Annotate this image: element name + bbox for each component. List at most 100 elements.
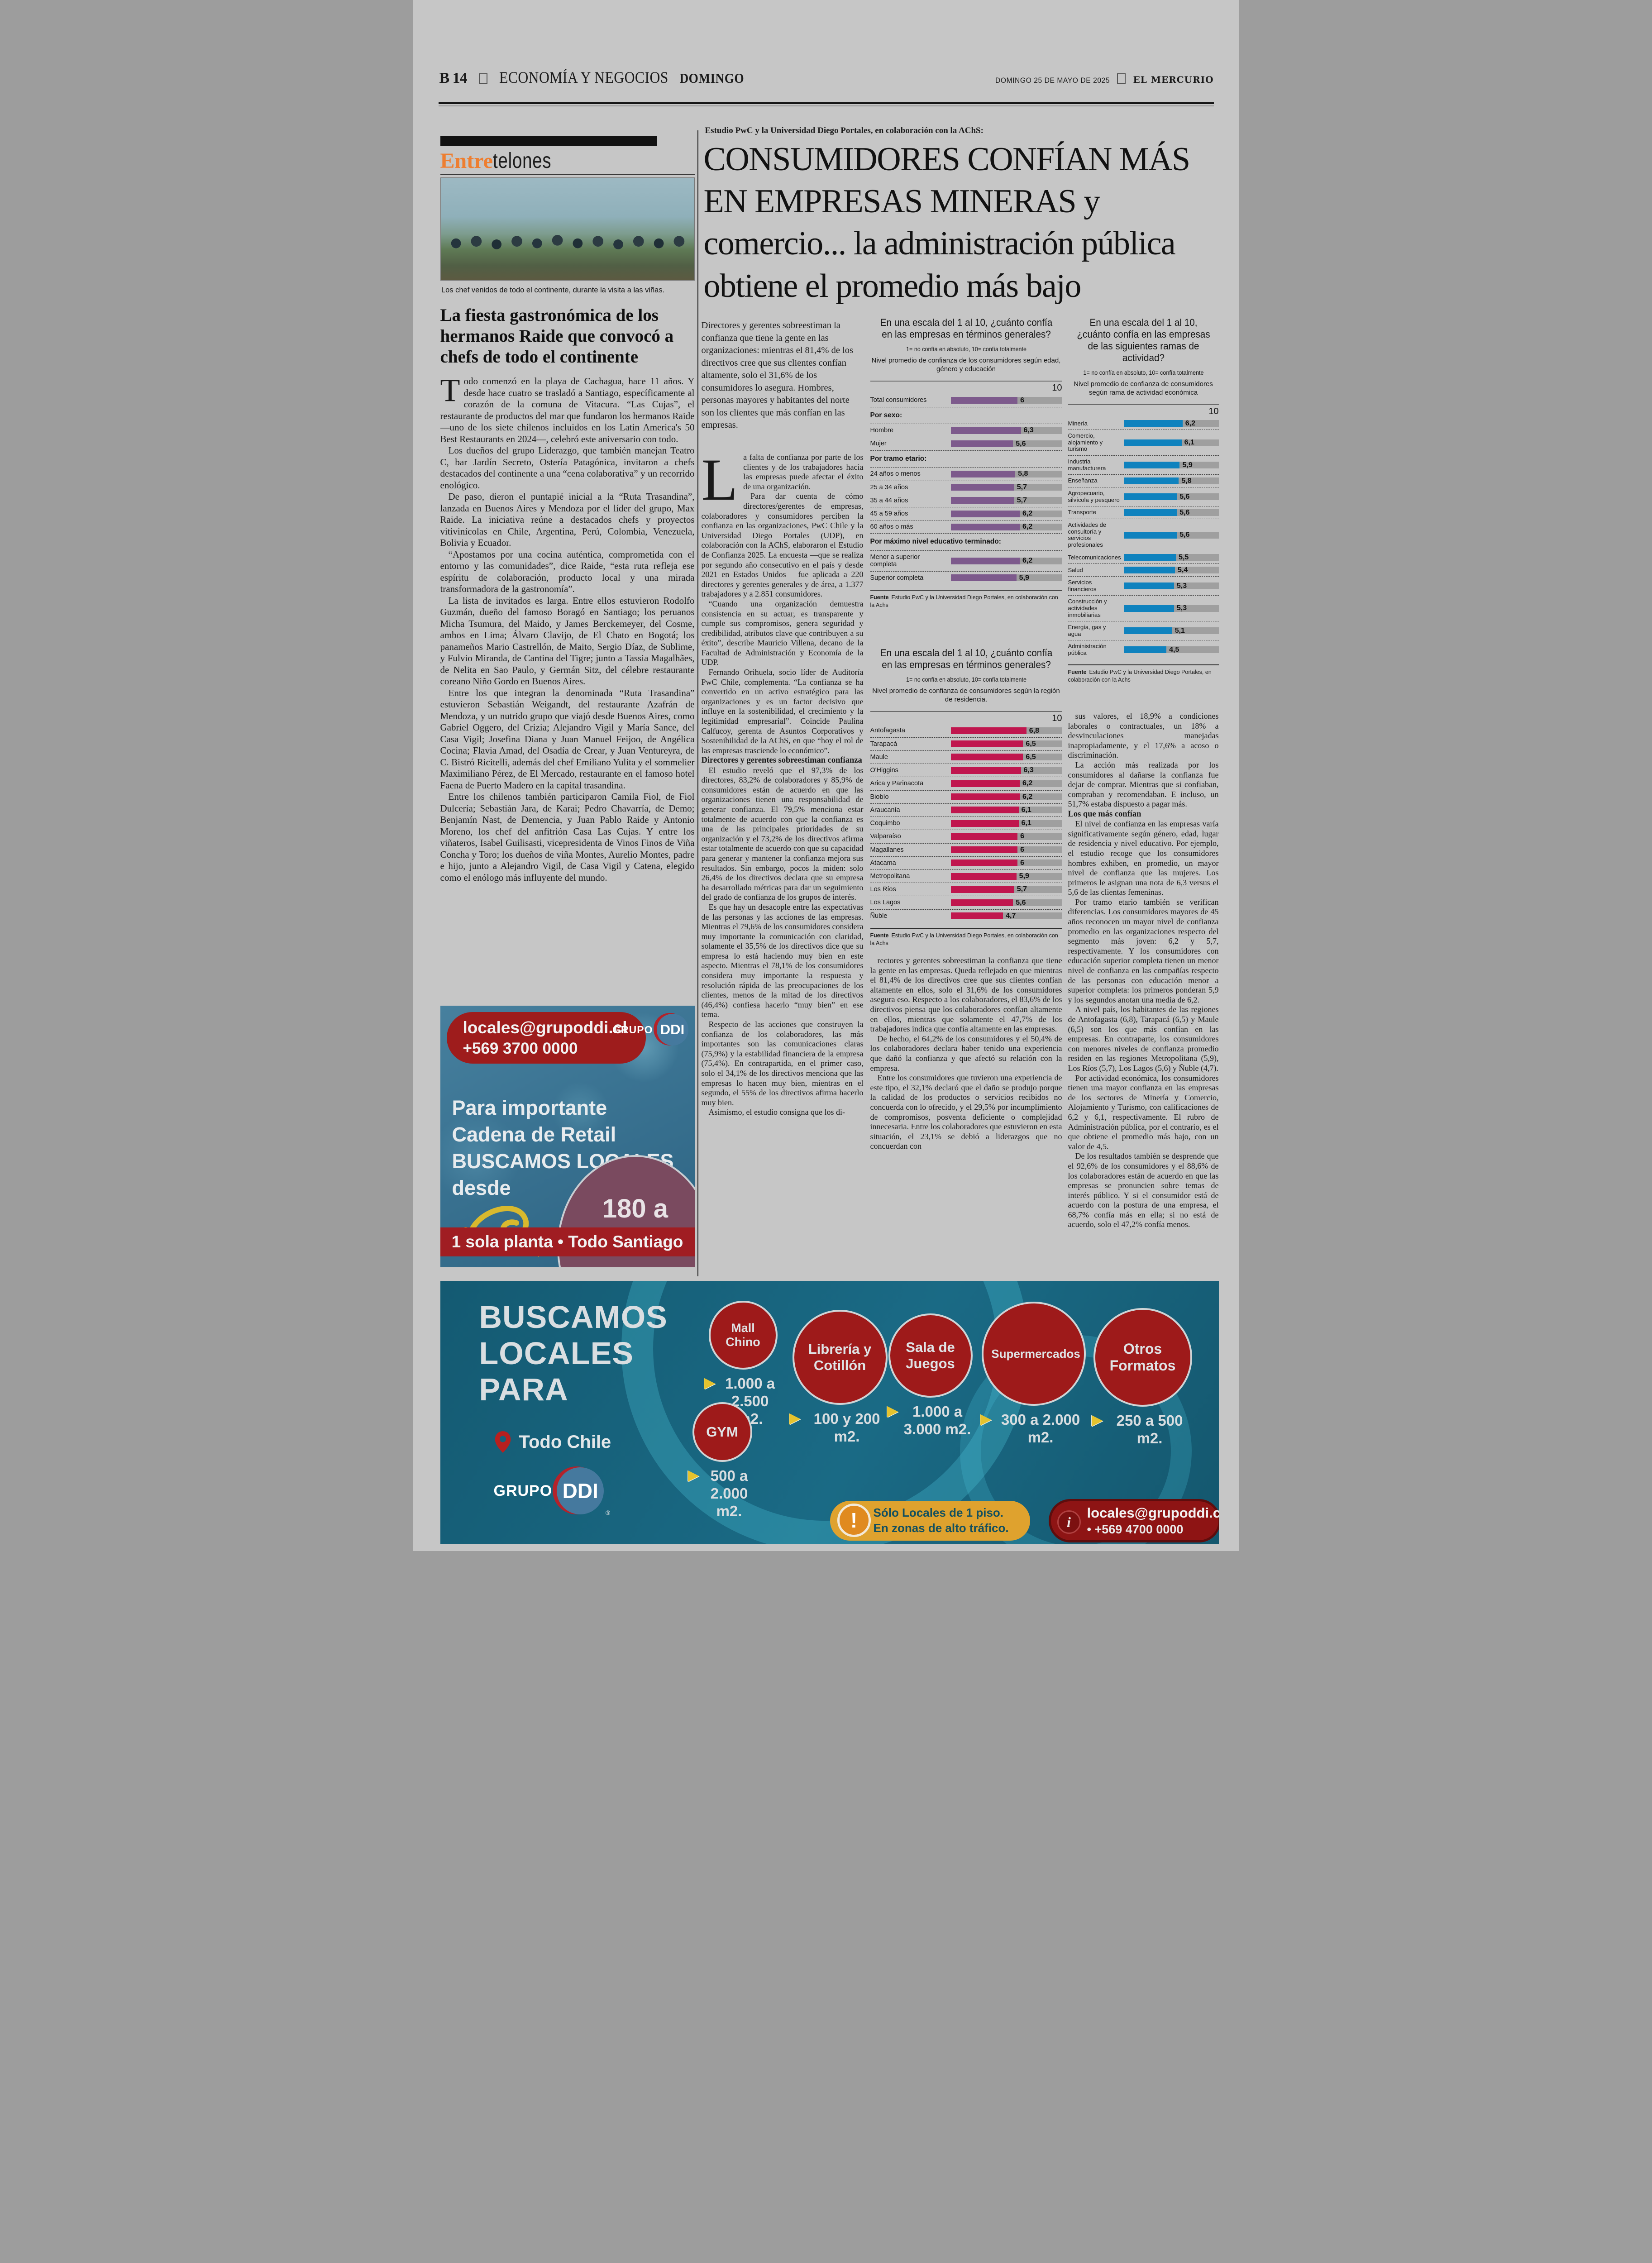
article-column-2: rectores y gerentes sobreestiman la conf… <box>870 956 1062 1269</box>
bar-track: 6,3 <box>950 426 1062 434</box>
chart-rows: Total consumidores 6 Por sexo: Hombre 6,3 Muj… <box>870 394 1062 584</box>
format-circle: Mall Chino <box>708 1301 778 1370</box>
format-circle: GYM <box>692 1402 752 1462</box>
article-column-3: sus valores, el 18,9% a condiciones labo… <box>1068 711 1219 1269</box>
bar-cell: 5,6 <box>1123 531 1219 539</box>
chart-axis: 10 <box>870 711 1062 724</box>
logo-grupo-text: GRUPO <box>612 1023 653 1036</box>
chart-confidence-regions: En una escala del 1 al 10, ¿cuánto confí… <box>870 647 1062 947</box>
chart-axis: 10 <box>870 381 1062 394</box>
bar-label: Enseñanza <box>1068 477 1098 484</box>
bar-cell: 6,8 <box>950 727 1062 735</box>
ad-locales-email: locales@grupoddi.cl <box>1087 1505 1219 1521</box>
local-format-item: Supermercados ▶ 300 a 2.000 m2. <box>981 1302 1087 1447</box>
entretelones-brand-thin: telones <box>492 149 552 173</box>
bar-label: Biobío <box>870 793 889 801</box>
bar-cell: 6,3 <box>950 426 1062 434</box>
bar-value: 5,6 <box>1179 508 1190 516</box>
entretelones-paragraph: De paso, dieron el puntapié inicial a la… <box>440 491 695 549</box>
bar-value: 4,5 <box>1169 645 1179 654</box>
notice-banner: ! Sólo Locales de 1 piso. En zonas de al… <box>830 1501 1030 1541</box>
chart-row: Por sexo: <box>870 406 1062 424</box>
format-name: Mall Chino <box>726 1321 760 1349</box>
bar-track: 5,8 <box>950 470 1062 477</box>
bar-track: 5,6 <box>1123 493 1219 501</box>
chart-row: Menor a superior completa 6,2 <box>870 550 1062 571</box>
chart-source: Fuente Estudio PwC y la Universidad Diego… <box>1068 664 1219 684</box>
bar-track: 4,5 <box>1123 645 1219 654</box>
column1-paragraphs-a: Para dar cuenta de cómo directores/geren… <box>702 492 864 755</box>
bar-cell: 5,7 <box>950 885 1062 893</box>
local-format-item: Otros Formatos ▶ 250 a 500 m2. <box>1092 1308 1194 1447</box>
exclamation-icon: ! <box>837 1504 871 1537</box>
ad-retail-email: locales@grupoddi.cl <box>463 1018 627 1037</box>
bar-value: 5,7 <box>1017 885 1027 893</box>
bar-track: 6,3 <box>950 766 1062 774</box>
bar-value: 5,3 <box>1176 582 1187 590</box>
bar-label: Agropecuario, silvícola y pesquero <box>1068 490 1120 503</box>
bar-fill <box>1123 582 1174 590</box>
chart-rows: Minería 6,2 Comercio, alojamiento y turism… <box>1068 417 1219 659</box>
format-size: ▶ 100 y 200 m2. <box>790 1410 890 1446</box>
logo-grupo-text: GRUPO <box>493 1482 553 1499</box>
bar-label: Actividades de consultoría y servicios p… <box>1068 521 1107 548</box>
chart-row: Salud 5,4 <box>1068 563 1219 576</box>
bar-label: Comercio, alojamiento y turismo <box>1068 432 1103 453</box>
body-paragraph: Fernando Orihuela, socio líder de Audito… <box>701 668 864 755</box>
chart-row: Tarapacá 6,5 <box>870 737 1062 750</box>
bar-fill <box>950 427 1021 434</box>
chart-axis: 10 <box>1068 404 1219 417</box>
bar-value: 5,3 <box>1176 604 1187 612</box>
column1-paragraphs-b: El estudio reveló que el 97,3% de los di… <box>702 766 864 1117</box>
ad-locales-contact-pill: i locales@grupoddi.cl • +569 4700 0000 <box>1048 1499 1219 1542</box>
chart-scale-note: 1= no confía en absoluto, 10= confía tot… <box>906 345 1027 353</box>
bar-cell: 5,6 <box>1123 493 1219 501</box>
chart-row: Servicios financieros 5,3 <box>1068 576 1219 595</box>
bar-cell: 6,2 <box>950 523 1062 530</box>
bar-track: 6,5 <box>950 753 1062 761</box>
chart-row: Magallanes 6 <box>870 843 1062 856</box>
bar-track: 5,3 <box>1123 604 1219 612</box>
bar-fill <box>1123 531 1177 539</box>
article-lede: Directores y gerentes sobreestiman la co… <box>701 320 854 430</box>
bar-cell: 6,5 <box>950 753 1062 761</box>
chart-row: Los Ríos 5,7 <box>870 883 1062 896</box>
entretelones-box: Entretelones Los chef venidos de todo el… <box>440 136 695 997</box>
bar-value: 6 <box>1020 832 1025 840</box>
bar-fill <box>950 397 1018 404</box>
bar-fill <box>950 440 1013 448</box>
source-label: Fuente <box>1068 669 1087 676</box>
chart-row: Total consumidores 6 <box>870 394 1062 406</box>
bar-fill <box>1123 605 1174 612</box>
bar-fill <box>1123 509 1177 516</box>
edition-date: DOMINGO 25 DE MAYO DE 2025 <box>995 76 1110 85</box>
bar-value: 6 <box>1020 859 1025 867</box>
chart-row: Antofagasta 6,8 <box>870 724 1062 737</box>
bar-label: Salud <box>1068 566 1083 573</box>
title-line1: BUSCAMOS <box>479 1299 668 1335</box>
bar-fill <box>950 780 1020 787</box>
body-paragraph: Para dar cuenta de cómo directores/geren… <box>701 492 864 599</box>
chart-row: Los Lagos 5,6 <box>870 896 1062 909</box>
bar-track: 5,6 <box>950 440 1062 448</box>
chart-group-label: Por tramo etario: <box>870 454 927 463</box>
source-text: Estudio PwC y la Universidad Diego Porta… <box>870 594 1058 608</box>
ad-retail: locales@grupoddi.cl +569 3700 0000 GRUPO… <box>440 1006 695 1267</box>
masthead: B 14 ECONOMÍA Y NEGOCIOS DOMINGO DOMINGO … <box>439 68 1214 97</box>
bar-track: 6 <box>950 859 1062 867</box>
bar-label: Ñuble <box>870 912 888 920</box>
chart-source: Fuente Estudio PwC y la Universidad Diego… <box>870 589 1062 609</box>
bar-value: 6,3 <box>1023 766 1034 774</box>
bar-label: Magallanes <box>870 846 904 854</box>
bar-track: 6 <box>950 832 1062 840</box>
title-line2: LOCALES <box>479 1336 634 1371</box>
badge-line1: 180 a <box>602 1194 668 1223</box>
chevron-icon: ▶ <box>688 1468 699 1483</box>
bar-value: 6,2 <box>1185 419 1196 427</box>
bar-value: 5,8 <box>1181 477 1192 485</box>
chart-row: Minería 6,2 <box>1068 417 1219 430</box>
grupo-ddi-logo: GRUPO DDI <box>612 1013 688 1046</box>
chart-row: 24 años o menos 5,8 <box>870 467 1062 480</box>
bar-fill <box>950 820 1019 827</box>
bar-value: 5,1 <box>1175 626 1185 635</box>
